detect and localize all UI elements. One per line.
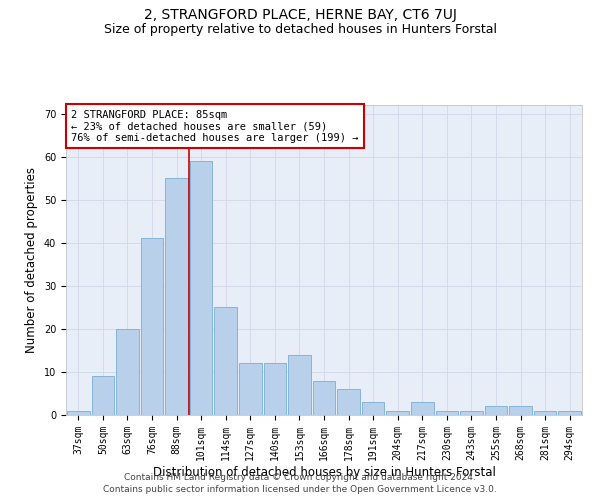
Text: Size of property relative to detached houses in Hunters Forstal: Size of property relative to detached ho… [104, 22, 497, 36]
Bar [534, 410, 556, 415]
X-axis label: Distribution of detached houses by size in Hunters Forstal: Distribution of detached houses by size … [152, 466, 496, 478]
Bar [411, 402, 434, 415]
Bar [67, 410, 89, 415]
Bar [386, 410, 409, 415]
Bar [460, 410, 483, 415]
Bar [239, 364, 262, 415]
Bar [313, 380, 335, 415]
Bar [559, 410, 581, 415]
Bar [436, 410, 458, 415]
Bar [140, 238, 163, 415]
Y-axis label: Number of detached properties: Number of detached properties [25, 167, 38, 353]
Bar [362, 402, 385, 415]
Bar [485, 406, 508, 415]
Text: 2 STRANGFORD PLACE: 85sqm
← 23% of detached houses are smaller (59)
76% of semi-: 2 STRANGFORD PLACE: 85sqm ← 23% of detac… [71, 110, 359, 143]
Bar [92, 376, 114, 415]
Text: Contains HM Land Registry data © Crown copyright and database right 2024.: Contains HM Land Registry data © Crown c… [124, 472, 476, 482]
Bar [263, 364, 286, 415]
Bar [116, 329, 139, 415]
Bar [337, 389, 360, 415]
Bar [190, 161, 212, 415]
Bar [288, 354, 311, 415]
Text: Contains public sector information licensed under the Open Government Licence v3: Contains public sector information licen… [103, 485, 497, 494]
Bar [214, 308, 237, 415]
Bar [165, 178, 188, 415]
Bar [509, 406, 532, 415]
Text: 2, STRANGFORD PLACE, HERNE BAY, CT6 7UJ: 2, STRANGFORD PLACE, HERNE BAY, CT6 7UJ [143, 8, 457, 22]
